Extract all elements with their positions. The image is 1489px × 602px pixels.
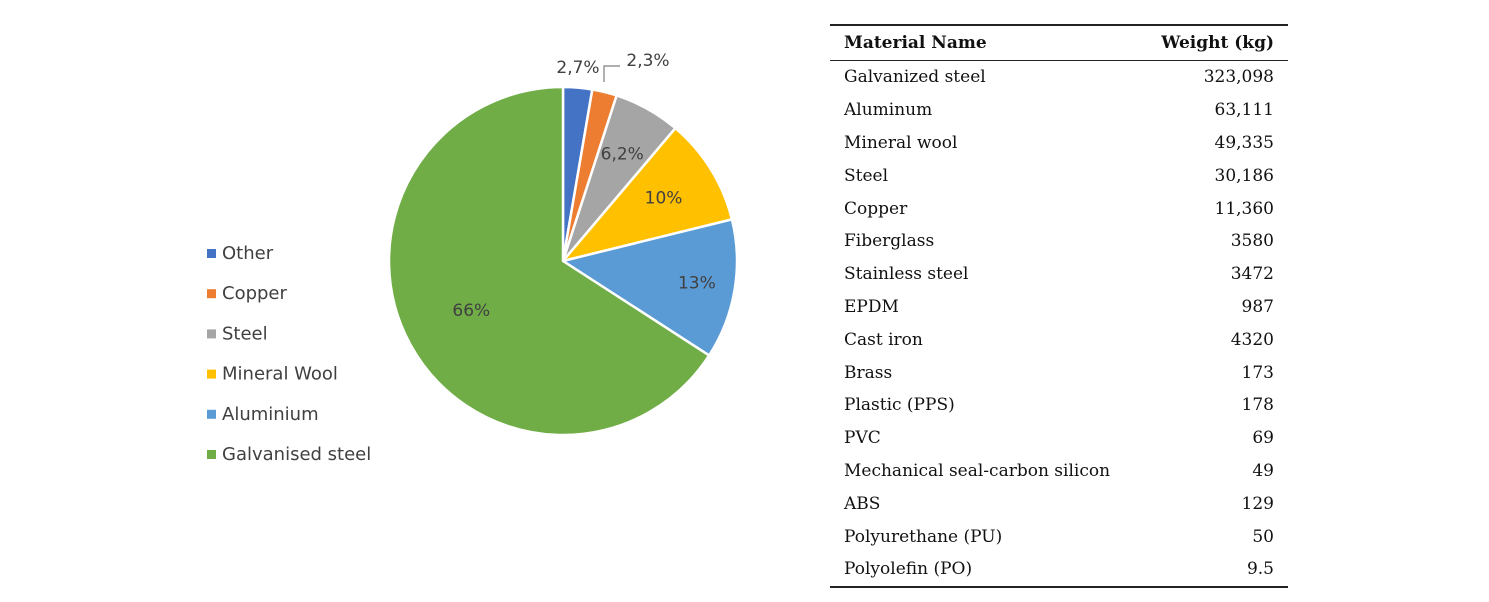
material-name-cell: Cast iron (844, 329, 923, 350)
table-row: Polyurethane (PU) 50 (830, 520, 1288, 553)
weight-cell: 49 (1252, 460, 1274, 481)
weight-cell: 50 (1252, 526, 1274, 547)
material-name-cell: Fiberglass (844, 231, 935, 252)
pie-chart: 2,7% 2,3% 6,2% 10% 13% 66% Other Copper Steel Min… (207, 51, 739, 465)
table-row: Mineral wool 49,335 (830, 127, 1288, 160)
header-weight: Weight (kg) (1139, 25, 1288, 61)
material-name-cell: Polyolefin (PO) (844, 559, 973, 580)
legend-swatch (207, 409, 216, 419)
legend-swatch (207, 329, 216, 339)
table-row: Cast iron 4320 (830, 323, 1288, 356)
material-name-cell: Galvanized steel (844, 67, 986, 88)
material-name-cell: Stainless steel (844, 264, 969, 285)
table-row: Galvanized steel 323,098 (830, 61, 1288, 94)
weight-cell: 323,098 (1203, 67, 1274, 88)
table-row: Stainless steel 3472 (830, 258, 1288, 291)
material-name-cell: Copper (844, 198, 908, 219)
slice-label-steel: 6,2% (601, 145, 644, 165)
weight-cell: 4320 (1230, 329, 1274, 350)
table-row: PVC 69 (830, 422, 1288, 455)
legend-item: Mineral Wool (207, 364, 338, 385)
table-row: Polyolefin (PO) 9.5 (830, 553, 1288, 587)
table-header-row: Material Name Weight (kg) (830, 25, 1288, 61)
header-material-name: Material Name (830, 25, 1140, 61)
table-row: Brass 173 (830, 356, 1288, 389)
material-name-cell: Plastic (PPS) (844, 395, 955, 416)
legend-item: Galvanised steel (207, 444, 371, 465)
weight-cell: 30,186 (1214, 165, 1274, 186)
material-name-cell: EPDM (844, 296, 899, 317)
table-row: Plastic (PPS) 178 (830, 389, 1288, 422)
slice-label-copper: 2,3% (626, 51, 669, 71)
pie-slice-galvanised-steel (387, 85, 711, 437)
weight-cell: 3472 (1230, 264, 1274, 285)
weight-cell: 9.5 (1246, 559, 1274, 580)
copper-label-leader-line (603, 65, 620, 82)
material-name-cell: Steel (844, 165, 889, 186)
legend-label: Mineral Wool (222, 364, 338, 385)
legend-swatch (207, 369, 216, 379)
legend-item: Aluminium (207, 404, 319, 425)
table-row: Aluminum 63,111 (830, 94, 1288, 127)
materials-table: Material Name Weight (kg) Galvanized ste… (830, 24, 1288, 588)
pie-slice-mineral-wool (559, 126, 734, 264)
slice-label-aluminium: 13% (678, 273, 716, 293)
material-name-cell: Polyurethane (PU) (844, 526, 1003, 547)
weight-cell: 987 (1241, 296, 1274, 317)
legend-swatch (207, 450, 216, 459)
weight-cell: 178 (1241, 395, 1274, 416)
material-name-cell: Aluminum (844, 100, 933, 121)
material-name-cell: PVC (844, 428, 881, 449)
legend-swatch (207, 249, 216, 258)
weight-cell: 173 (1241, 362, 1274, 383)
material-name-cell: Brass (844, 362, 893, 383)
weight-cell: 63,111 (1214, 100, 1274, 121)
table-row: Steel 30,186 (830, 159, 1288, 192)
weight-cell: 3580 (1230, 231, 1274, 252)
legend-label: Aluminium (222, 404, 319, 425)
table-row: Fiberglass 3580 (830, 225, 1288, 258)
table-row: ABS 129 (830, 487, 1288, 520)
legend-item: Copper (207, 283, 288, 304)
weight-cell: 69 (1252, 428, 1274, 449)
legend-swatch (207, 289, 216, 299)
slice-label-mineral-wool: 10% (645, 189, 683, 209)
legend-label: Galvanised steel (222, 444, 371, 465)
material-name-cell: Mechanical seal-carbon silicon (844, 460, 1111, 481)
legend-label: Other (222, 243, 274, 264)
legend-item: Other (207, 243, 274, 264)
material-name-cell: ABS (844, 493, 881, 514)
legend-item: Steel (207, 323, 268, 344)
table-row: Mechanical seal-carbon silicon 49 (830, 455, 1288, 488)
table-row: Copper 11,360 (830, 192, 1288, 225)
legend-label: Steel (222, 323, 268, 344)
pie-slice-aluminium (559, 217, 739, 358)
weight-cell: 11,360 (1214, 198, 1274, 219)
slice-label-galvanised-steel: 66% (452, 301, 490, 321)
weight-cell: 49,335 (1214, 132, 1274, 153)
table-row: EPDM 987 (830, 291, 1288, 324)
legend-label: Copper (222, 283, 288, 304)
weight-cell: 129 (1241, 493, 1274, 514)
material-name-cell: Mineral wool (844, 132, 958, 153)
slice-label-other: 2,7% (556, 58, 599, 78)
